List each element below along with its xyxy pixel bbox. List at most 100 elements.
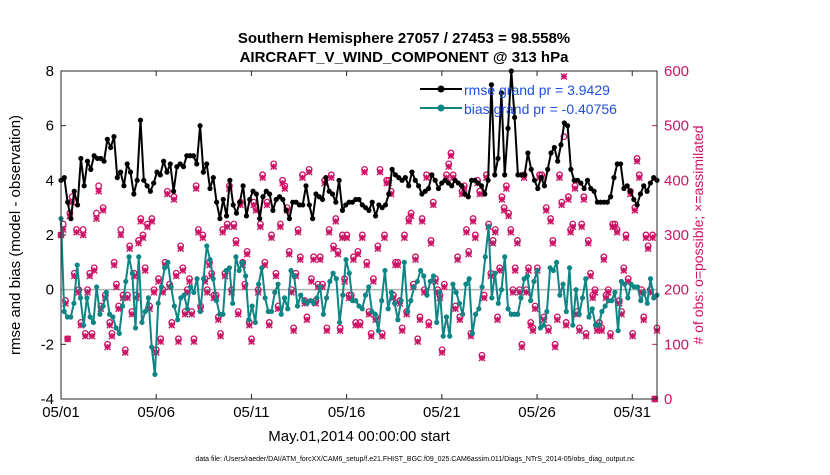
rmse-point [88,166,94,172]
rmse-point [306,202,312,208]
obs-assimilated-marker [476,190,484,198]
rmse-point [429,172,435,178]
rmse-point [578,180,584,186]
obs-assimilated-marker [524,267,532,275]
obs-assimilated-marker [378,332,386,340]
rmse-point [230,202,236,208]
obs-assimilated-marker [303,316,311,324]
bias-point [119,303,126,309]
rmse-point [300,202,306,208]
rmse-point [568,166,574,172]
obs-assimilated-marker [232,239,240,247]
obs-assimilated-marker [358,234,366,242]
rmse-point [627,188,634,194]
bias-point [541,322,547,328]
rmse-point [78,155,84,162]
obs-assimilated-marker [170,195,178,203]
bias-point [324,295,330,301]
rmse-point [369,199,375,205]
obs-assimilated-marker [219,228,227,236]
bias-point [404,308,411,315]
bias-point [285,306,291,312]
rmse-point [200,169,206,175]
bias-point [476,306,482,312]
rmse-point [389,166,395,172]
bias-point [268,308,275,315]
obs-assimilated-marker [606,332,614,340]
bias-point [149,344,155,350]
bias-point [353,298,359,304]
bias-point [327,278,333,285]
obs-assimilated-marker [569,223,577,231]
bias-point [573,287,579,293]
bias-point [346,270,352,276]
bias-point [479,284,485,290]
bias-point [259,265,265,271]
obs-assimilated-marker [451,305,459,313]
rmse-point [366,207,372,213]
obs-assimilated-marker [505,212,513,220]
bias-point [456,300,463,306]
obs-assimilated-marker [230,223,238,231]
rmse-point [535,185,541,192]
bias-point [388,289,394,295]
obs-assimilated-marker [374,245,382,253]
obs-assimilated-marker [429,201,437,209]
bias-point [586,314,592,320]
bias-point [136,254,142,260]
obs-assimilated-marker [325,228,333,236]
obs-assimilated-marker [290,327,298,335]
rmse-series [58,68,660,222]
bias-point [447,333,453,339]
right-axis-tick-labels: 0 100 200 300 400 500 600 [664,63,689,408]
obs-assimilated-marker [587,272,595,280]
bias-point [622,281,628,287]
bias-point [207,257,213,263]
obs-assimilated-marker [376,168,384,176]
bias-point [557,292,563,298]
x-tick-label: 05/26 [518,404,556,421]
rmse-point [608,194,614,200]
obs-assimilated-marker [343,234,351,242]
obs-assimilated-marker [150,288,158,296]
obs-assimilated-marker [354,250,362,258]
obs-assimilated-marker [544,327,552,335]
obs-assimilated-marker [106,321,114,329]
obs-assimilated-marker [438,349,446,357]
x-tick-label: 05/11 [233,404,269,421]
obs-assimilated-marker [613,228,621,236]
bias-series [58,216,660,377]
rmse-point [223,213,230,219]
y-axis-label-left: rmse and bias (model - observation) [7,115,24,355]
rmse-point [545,166,551,172]
obs-assimilated-marker [405,217,413,225]
rmse-point [485,177,491,183]
obs-assimilated-marker [126,245,134,253]
obs-assimilated-marker [95,187,103,195]
obs-assimilated-marker [361,168,369,176]
bias-point [333,276,339,282]
obs-assimilated-marker [589,294,597,302]
bias-point [87,314,93,320]
rmse-point [525,150,531,156]
rmse-point [151,180,157,186]
obs-assimilated-marker [640,316,648,324]
rmse-point [495,155,501,162]
obs-assimilated-marker [498,195,506,203]
rmse-point [631,196,637,203]
rmse-point [555,158,561,164]
rmse-point [323,175,329,181]
rmse-point [333,199,339,205]
bias-point [366,284,372,290]
rmse-point [319,196,326,203]
obs-assimilated-marker [172,272,180,280]
rmse-point [270,207,276,213]
obs-assimilated-marker [567,228,575,236]
obs-assimilated-marker [509,288,517,296]
legend-bias-label: bias grand pr = -0.40756 [464,101,617,117]
bias-point [74,262,80,268]
rmse-point [372,213,379,219]
obs-assimilated-marker [163,190,171,198]
bias-point [489,295,495,301]
rmse-point [210,175,216,181]
